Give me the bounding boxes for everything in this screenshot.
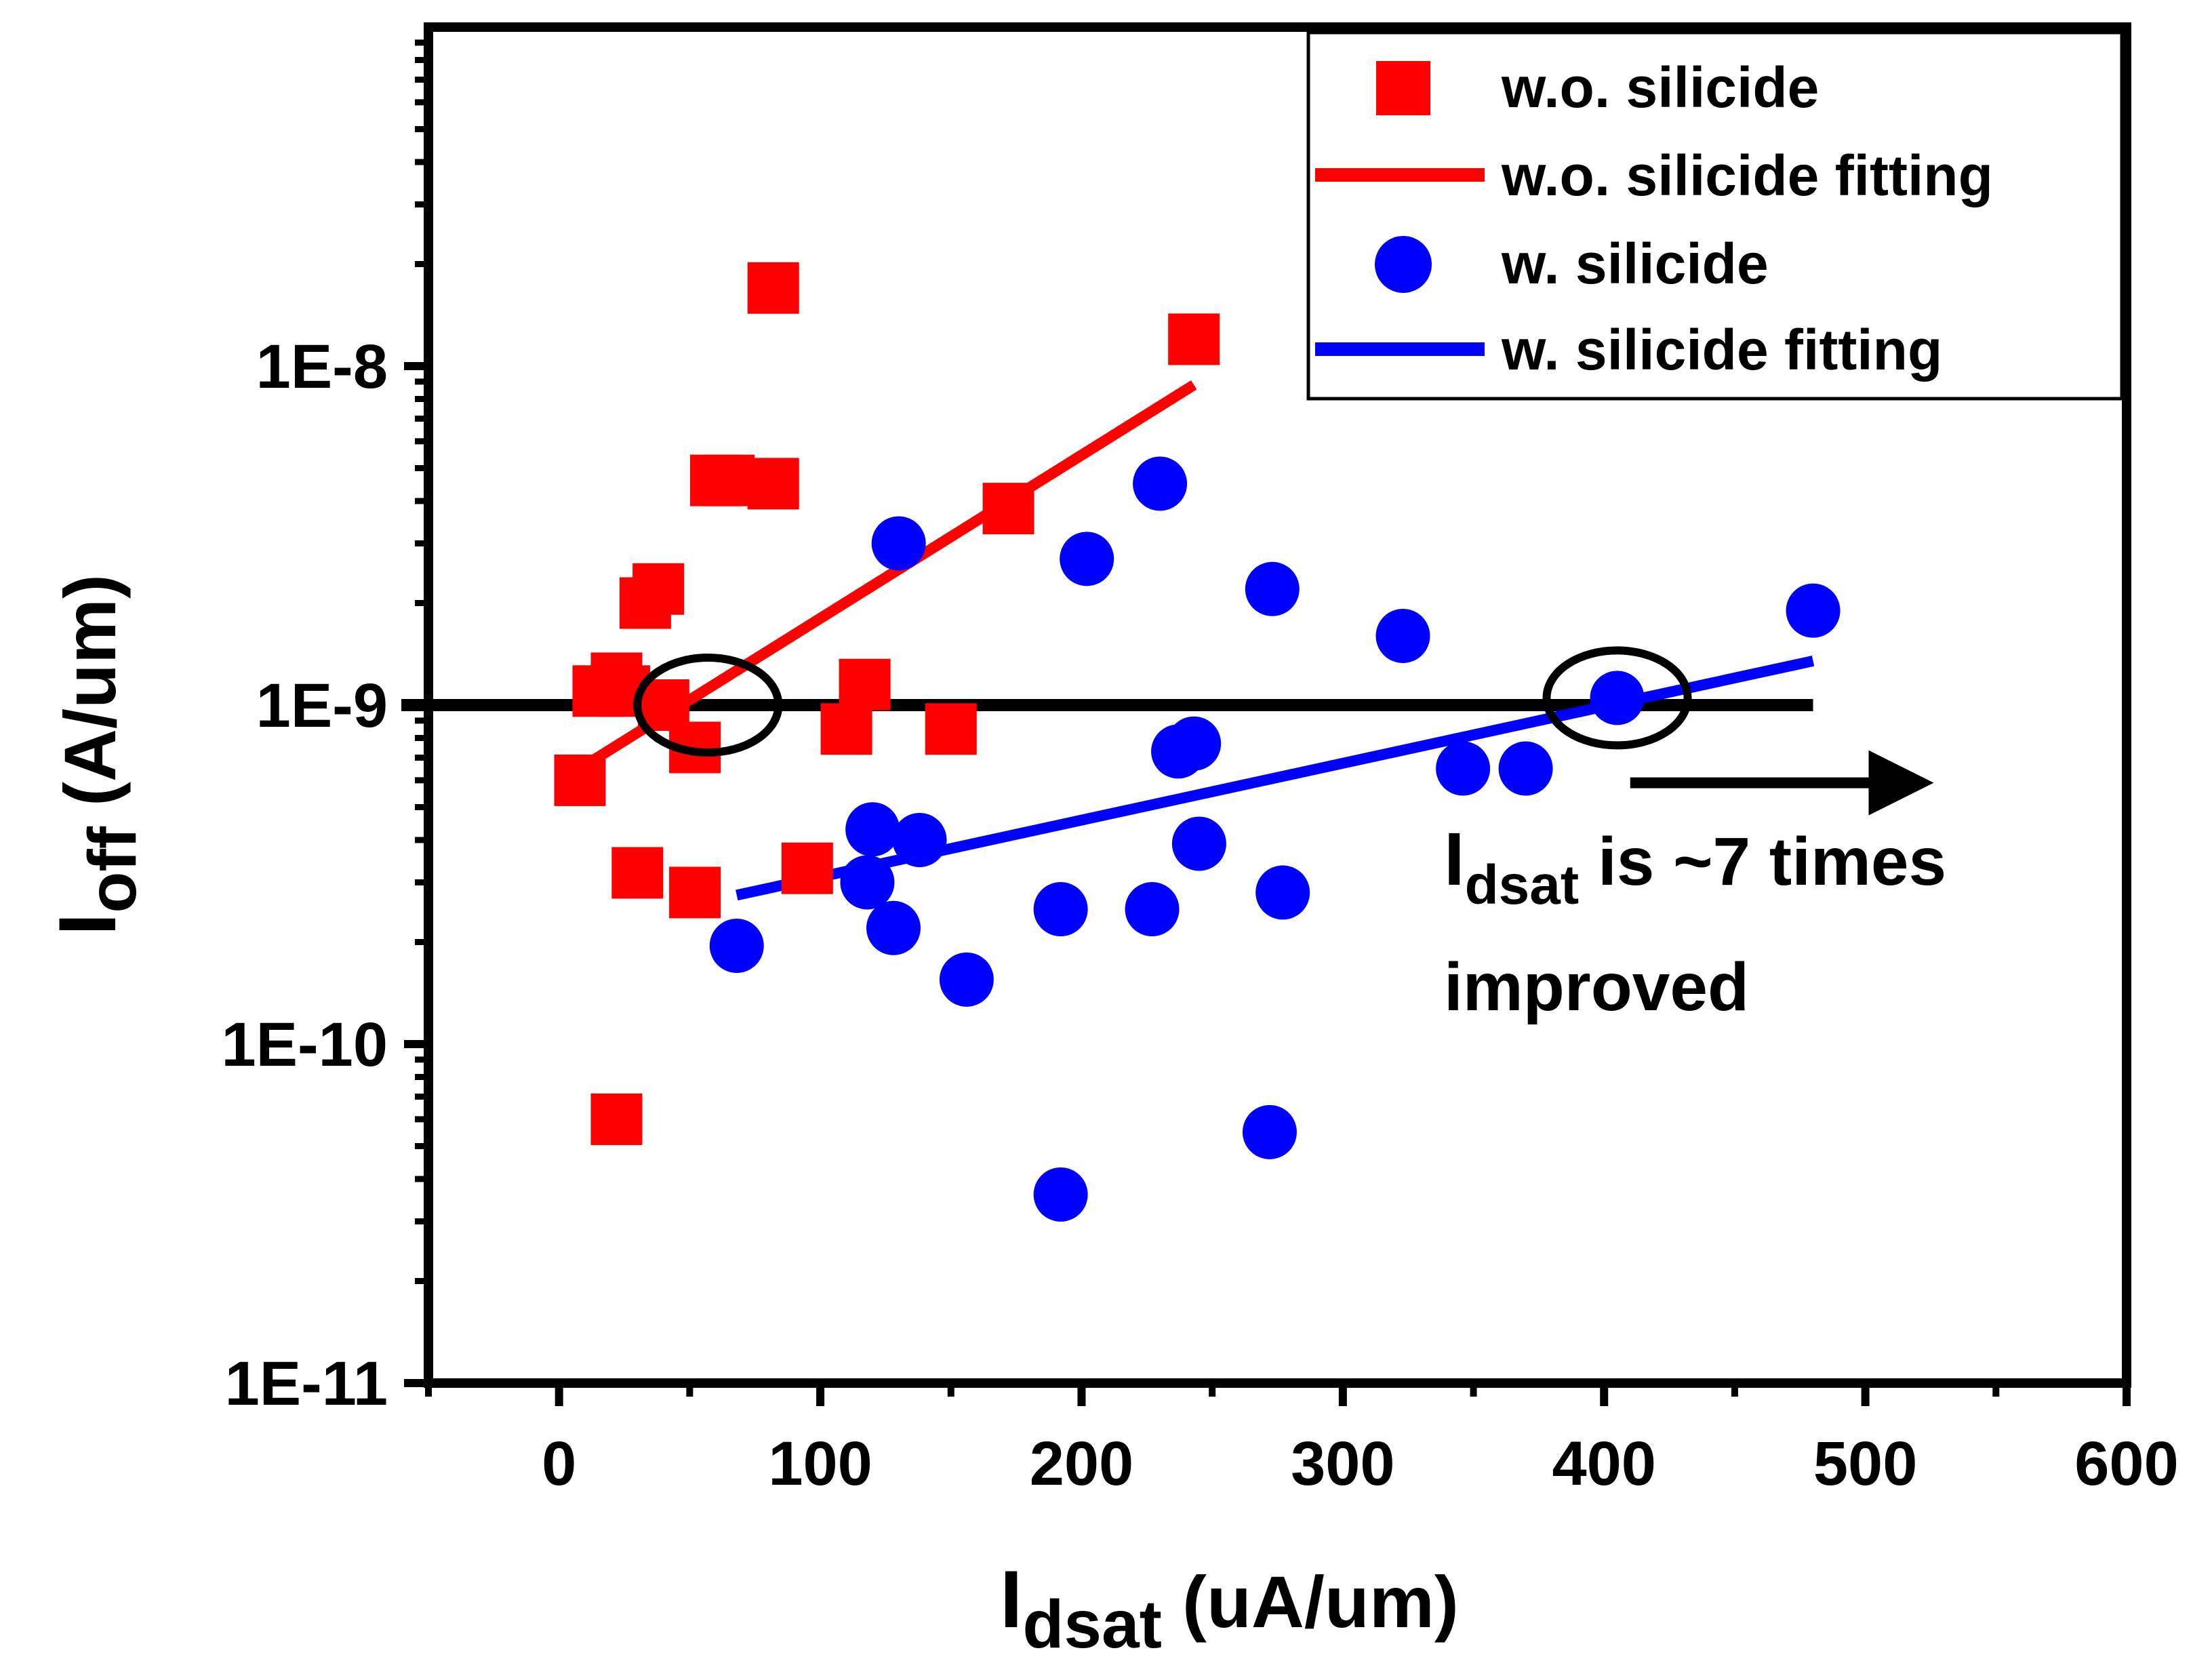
data-point-square	[1168, 313, 1220, 365]
data-point-square	[590, 1093, 643, 1145]
data-point-square	[747, 262, 799, 314]
x-axis-title: Idsat (uA/um)	[1000, 1554, 1459, 1662]
x-tick-label: 300	[1291, 1429, 1395, 1498]
y-tick-label: 1E-9	[256, 671, 388, 740]
data-point-circle	[1125, 882, 1180, 937]
highlight-ellipse	[1542, 646, 1692, 750]
x-tick-label: 200	[1030, 1429, 1134, 1498]
data-point-square	[632, 563, 685, 615]
legend-label-wo-silicide: w.o. silicide	[1501, 56, 1819, 119]
highlight-ellipse	[633, 654, 783, 757]
data-point-square	[703, 454, 755, 506]
annotation-line2: improved	[1444, 949, 1749, 1025]
legend-square-marker	[1376, 61, 1430, 115]
x-title-units: (uA/um)	[1162, 1561, 1459, 1643]
annotation-rest: is ~7 times	[1579, 824, 1946, 900]
x-title-sub: dsat	[1022, 1586, 1162, 1662]
data-point-circle	[1375, 608, 1430, 663]
data-point-circle	[840, 855, 895, 910]
x-tick-label: 100	[768, 1429, 872, 1498]
y-title-sub: off	[75, 826, 150, 913]
data-point-circle	[1255, 865, 1310, 920]
annotation-sub: dsat	[1465, 854, 1580, 916]
data-point-square	[982, 483, 1034, 535]
data-point-circle	[1060, 532, 1114, 586]
data-point-circle	[1436, 741, 1491, 796]
x-title-i: I	[1000, 1554, 1022, 1645]
annotation-line1: Idsat is ~7 times	[1444, 818, 1946, 916]
data-point-square	[781, 842, 833, 894]
data-point-circle	[1590, 671, 1645, 725]
annotation-i: I	[1444, 818, 1465, 901]
data-point-circle	[1245, 561, 1300, 616]
data-point-circle	[1171, 816, 1226, 871]
data-point-circle	[866, 900, 921, 955]
y-title-units: (A/um)	[49, 574, 131, 826]
data-point-circle	[845, 802, 900, 857]
legend-box	[1306, 31, 2124, 401]
x-tick-label: 600	[2074, 1429, 2179, 1498]
legend: w.o. silicide w.o. silicide fitting w. s…	[1306, 31, 2124, 401]
y-tick-labels: 1E-11 1E-10 1E-9 1E-8	[222, 332, 388, 1418]
data-point-circle	[1133, 456, 1188, 511]
highlight-ellipses	[633, 646, 1692, 757]
series-wo-silicide	[554, 262, 1220, 1145]
data-point-square	[925, 703, 977, 755]
data-point-square	[820, 703, 872, 755]
data-point-circle	[1242, 1104, 1297, 1159]
data-point-circle	[939, 952, 994, 1007]
data-point-square	[669, 866, 721, 919]
legend-label-w-silicide-fitting: w. silicide fitting	[1501, 318, 1942, 382]
legend-circle-marker	[1375, 236, 1432, 293]
x-tick-labels: 0 100 200 300 400 500 600	[542, 1429, 2179, 1498]
data-point-square	[747, 458, 799, 510]
series-w-silicide	[709, 456, 1841, 1222]
data-point-circle	[892, 812, 947, 867]
x-tick-label: 0	[542, 1429, 576, 1498]
minor-ticks	[415, 39, 2000, 1397]
data-point-square	[839, 658, 891, 711]
data-point-circle	[1033, 1167, 1088, 1222]
y-title-i: I	[42, 913, 133, 936]
data-point-square	[611, 847, 664, 899]
y-tick-label: 1E-10	[222, 1010, 388, 1079]
data-point-circle	[1786, 583, 1841, 638]
data-point-circle	[709, 918, 764, 973]
x-tick-label: 400	[1552, 1429, 1656, 1498]
y-tick-label: 1E-8	[256, 332, 388, 401]
data-point-circle	[1167, 716, 1222, 771]
x-tick-label: 500	[1813, 1429, 1918, 1498]
legend-label-wo-silicide-fitting: w.o. silicide fitting	[1501, 144, 1993, 207]
y-axis-title: Ioff (A/um)	[42, 574, 150, 936]
data-point-circle	[1498, 741, 1553, 796]
legend-label-w-silicide: w. silicide	[1501, 232, 1769, 296]
y-tick-label: 1E-11	[225, 1349, 388, 1418]
data-point-circle	[1033, 882, 1088, 937]
data-point-square	[554, 754, 606, 806]
data-point-circle	[871, 516, 926, 571]
